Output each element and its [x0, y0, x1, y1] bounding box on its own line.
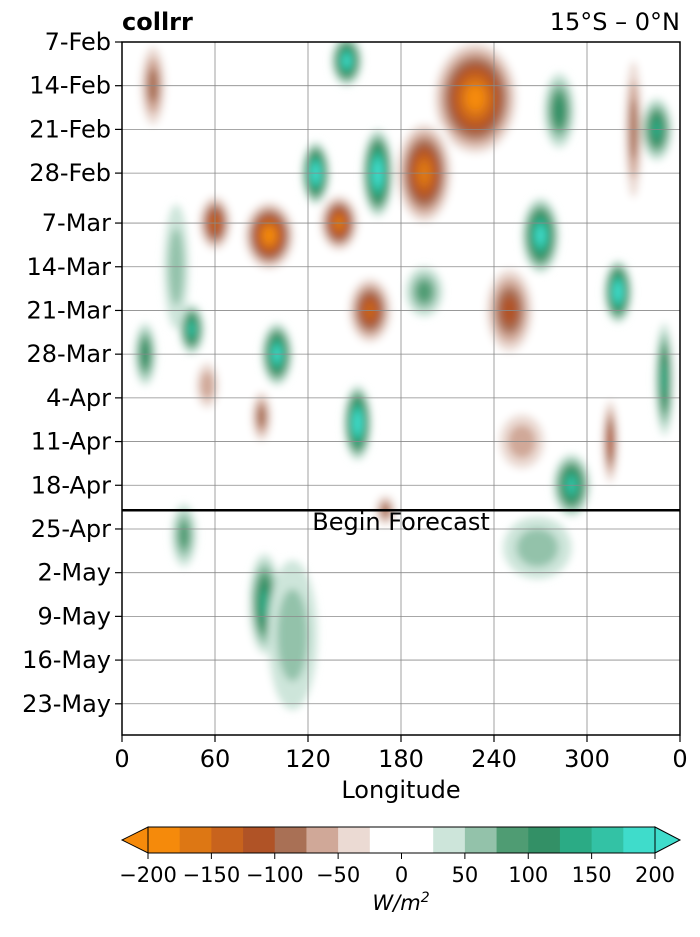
- contour-cell: [536, 227, 545, 244]
- contour-cell: [188, 323, 195, 336]
- colorbar-swatch: [338, 827, 371, 853]
- colorbar-swatch: [496, 827, 529, 853]
- colorbar-tick-label: −150: [183, 863, 241, 887]
- contour-cell: [264, 228, 275, 243]
- colorbar-swatch: [401, 827, 434, 853]
- colorbar-unit: W/m: [372, 891, 421, 915]
- colorbar-tick-label: −50: [316, 863, 360, 887]
- colorbar-tick-label: 0: [395, 863, 408, 887]
- colorbar-swatch: [623, 827, 656, 853]
- y-tick-label: 7-Mar: [42, 209, 111, 237]
- colorbar: −200 −150 −100 −50 0 50 100 150 200: [119, 826, 682, 887]
- y-tick-label: 2-May: [37, 559, 111, 587]
- y-tick-label: 9-May: [37, 602, 111, 630]
- colorbar-swatch: [243, 827, 276, 853]
- chart-title: collrr: [122, 8, 193, 36]
- colorbar-extend-max: [654, 826, 682, 854]
- grid-lines: [121, 41, 681, 735]
- x-tick-label: 240: [471, 745, 517, 773]
- contour-cell: [355, 415, 361, 430]
- colorbar-swatch: [306, 827, 339, 853]
- colorbar-swatch: [559, 827, 593, 853]
- contour-cell: [277, 589, 308, 682]
- colorbar-swatch: [591, 827, 624, 853]
- y-tick-label: 25-Apr: [31, 515, 111, 543]
- y-tick-label: 11-Apr: [31, 428, 111, 456]
- contour-cell: [343, 55, 351, 66]
- y-tick-label: 4-Apr: [46, 384, 111, 412]
- contour-cell: [257, 405, 266, 428]
- colorbar-extend-min: [120, 826, 149, 854]
- y-axis-ticks: 7-Feb 14-Feb 21-Feb 28-Feb 7-Mar 14-Mar 21-Mar…: [22, 28, 122, 718]
- contour-cell: [200, 371, 215, 400]
- y-tick-label: 23-May: [22, 690, 111, 718]
- colorbar-tick-label: −200: [119, 863, 177, 887]
- contour-cell: [615, 285, 621, 298]
- contour-cell: [553, 97, 565, 124]
- x-tick-label: 0: [672, 745, 687, 773]
- colorbar-tick-label: −100: [246, 863, 304, 887]
- colorbar-tick-label: 200: [635, 863, 675, 887]
- y-tick-label: 14-Feb: [29, 72, 111, 100]
- x-tick-label: 0: [114, 745, 129, 773]
- colorbar-swatch: [464, 827, 498, 853]
- x-tick-label: 60: [200, 745, 231, 773]
- y-tick-label: 18-Apr: [31, 471, 111, 499]
- x-tick-label: 300: [564, 745, 610, 773]
- x-tick-label: 180: [378, 745, 424, 773]
- region-title: 15°S – 0°N: [549, 8, 680, 36]
- colorbar-unit-exponent: 2: [420, 890, 430, 906]
- colorbar-swatch: [528, 827, 561, 853]
- colorbar-swatch: [369, 827, 402, 853]
- colorbar-tick-label: 150: [572, 863, 612, 887]
- x-tick-label: 120: [285, 745, 331, 773]
- contour-cell: [178, 521, 190, 550]
- colorbar-tick-label: 50: [452, 863, 479, 887]
- contour-cell: [260, 589, 270, 619]
- colorbar-swatch: [274, 827, 307, 853]
- contour-cell: [415, 280, 433, 303]
- y-tick-label: 28-Mar: [27, 340, 112, 368]
- contour-cell: [516, 528, 559, 567]
- y-tick-label: 21-Mar: [27, 296, 112, 324]
- colorbar-label: W/m2: [122, 890, 680, 915]
- colorbar-swatch: [148, 827, 181, 853]
- contour-cell: [661, 363, 668, 396]
- y-tick-label: 21-Feb: [29, 115, 111, 143]
- x-axis-ticks: 0 60 120 180 240 300 0: [114, 735, 688, 773]
- y-tick-label: 7-Feb: [45, 28, 111, 56]
- colorbar-swatch: [211, 827, 244, 853]
- colorbar-swatch: [433, 827, 466, 853]
- contour-cell: [466, 86, 485, 110]
- y-tick-label: 16-May: [22, 646, 111, 674]
- colorbar-swatch: [179, 827, 212, 853]
- x-axis-label: Longitude: [341, 776, 461, 804]
- y-tick-label: 28-Feb: [29, 159, 111, 187]
- colorbar-tick-label: 100: [508, 863, 548, 887]
- forecast-label: Begin Forecast: [312, 508, 490, 536]
- y-tick-label: 14-Mar: [27, 253, 112, 281]
